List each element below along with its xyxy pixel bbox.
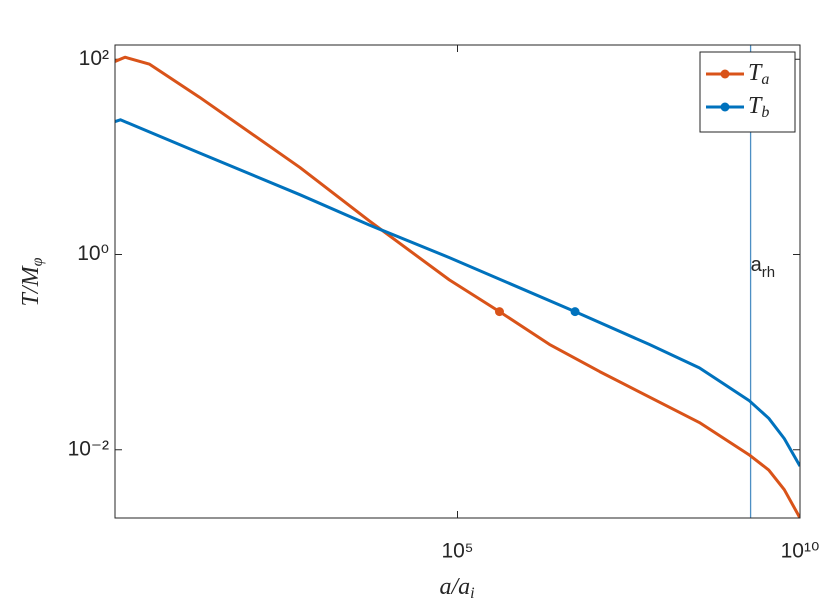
x-tick-label: 10¹⁰ <box>781 540 820 563</box>
y-axis-label: T/Mφ <box>18 257 46 306</box>
reference-label-main: a <box>751 254 763 276</box>
y-tick-label: 10⁻² <box>68 437 109 460</box>
x-tick-label: 10⁵ <box>441 540 473 563</box>
legend-label-main: T <box>748 93 763 119</box>
legend-box <box>699 51 796 133</box>
series-marker <box>570 307 580 317</box>
legend-marker <box>720 69 730 79</box>
series-marker <box>494 307 504 317</box>
y-tick-label: 10⁰ <box>77 242 109 265</box>
legend-label: Tb <box>748 93 769 121</box>
legend-marker <box>720 102 730 112</box>
x-axis-label: a/ai <box>439 574 474 602</box>
legend-label-sub: a <box>761 71 769 88</box>
legend-label-main: T <box>748 60 763 86</box>
plot-frame <box>114 44 801 519</box>
y-tick-label: 10² <box>79 47 109 70</box>
legend-label-sub: b <box>761 104 769 121</box>
legend-label: Ta <box>748 60 769 88</box>
reference-label: arh <box>751 254 775 281</box>
reference-label-sub: rh <box>762 264 775 281</box>
